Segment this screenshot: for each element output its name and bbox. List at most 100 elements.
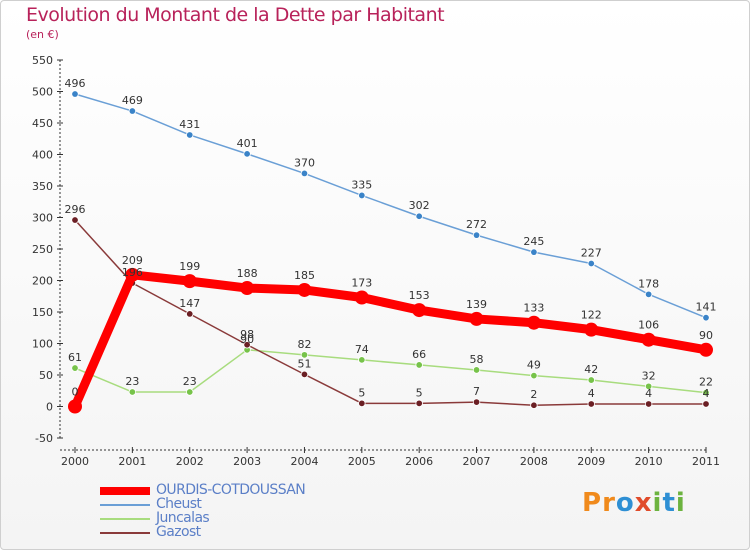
data-label-ourdis-cotdoussan: 153 bbox=[409, 289, 430, 302]
x-tick-label: 2004 bbox=[290, 455, 318, 468]
data-label-gazost: 7 bbox=[473, 385, 480, 398]
data-label-gazost: 296 bbox=[65, 203, 86, 216]
legend-label-juncalas: Juncalas bbox=[156, 510, 210, 526]
point-gazost bbox=[300, 370, 309, 379]
data-label-gazost: 2 bbox=[530, 388, 537, 401]
x-tick-label: 2010 bbox=[635, 455, 663, 468]
point-juncalas bbox=[358, 356, 366, 364]
y-tick-label: 0 bbox=[46, 401, 53, 414]
chart-subtitle: (en €) bbox=[26, 28, 59, 41]
point-cheust bbox=[300, 169, 309, 178]
point-juncalas bbox=[587, 376, 595, 384]
data-label-juncalas: 23 bbox=[183, 375, 197, 388]
point-juncalas bbox=[530, 371, 538, 380]
point-gazost bbox=[243, 341, 251, 349]
y-tick-label: 50 bbox=[39, 369, 53, 382]
point-gazost bbox=[530, 401, 538, 409]
point-juncalas bbox=[128, 388, 137, 396]
x-tick-label: 2005 bbox=[348, 455, 376, 468]
data-label-juncalas: 23 bbox=[125, 375, 139, 388]
data-label-ourdis-cotdoussan: 209 bbox=[122, 254, 143, 267]
point-cheust bbox=[587, 259, 595, 268]
point-juncalas bbox=[472, 366, 481, 374]
logo-letter: o bbox=[615, 488, 635, 518]
point-cheust bbox=[702, 313, 710, 322]
data-label-gazost: 147 bbox=[179, 297, 200, 310]
y-tick-label: -50 bbox=[35, 432, 53, 445]
data-label-juncalas: 66 bbox=[412, 348, 426, 361]
point-gazost bbox=[587, 400, 595, 408]
data-label-ourdis-cotdoussan: 173 bbox=[351, 277, 372, 290]
y-tick-label: 550 bbox=[32, 54, 53, 67]
point-ourdis-cotdoussan bbox=[412, 303, 427, 318]
data-label-gazost: 196 bbox=[122, 266, 143, 279]
point-ourdis-cotdoussan bbox=[699, 342, 713, 357]
legend-label-cheust: Cheust bbox=[156, 496, 202, 512]
point-juncalas bbox=[186, 388, 194, 396]
data-label-cheust: 245 bbox=[523, 235, 544, 248]
data-label-cheust: 431 bbox=[179, 118, 200, 131]
point-ourdis-cotdoussan bbox=[354, 290, 369, 305]
y-tick-label: 350 bbox=[32, 180, 53, 193]
data-label-cheust: 469 bbox=[122, 94, 143, 107]
legend-swatch-juncalas bbox=[100, 518, 150, 520]
point-juncalas bbox=[702, 388, 710, 397]
point-ourdis-cotdoussan bbox=[584, 322, 599, 337]
point-gazost bbox=[644, 400, 653, 408]
x-tick-label: 2007 bbox=[463, 455, 491, 468]
legend-swatch-ourdis bbox=[100, 487, 150, 495]
point-gazost bbox=[472, 398, 481, 406]
series-line-juncalas bbox=[74, 349, 707, 394]
point-juncalas bbox=[415, 361, 423, 369]
legend-label-gazost: Gazost bbox=[156, 524, 201, 540]
data-label-gazost: 4 bbox=[645, 387, 652, 400]
y-tick-label: 450 bbox=[32, 117, 53, 130]
data-label-juncalas: 49 bbox=[527, 359, 541, 372]
y-tick-label: 300 bbox=[32, 212, 53, 225]
point-gazost bbox=[358, 399, 366, 408]
logo-letter: r bbox=[602, 488, 616, 518]
legend-swatch-cheust bbox=[100, 504, 150, 506]
data-label-gazost: 4 bbox=[588, 387, 595, 400]
data-label-ourdis-cotdoussan: 106 bbox=[638, 319, 659, 332]
point-juncalas bbox=[300, 351, 309, 359]
point-cheust bbox=[644, 290, 653, 299]
y-tick-label: 250 bbox=[32, 243, 53, 256]
x-tick-label: 2002 bbox=[176, 455, 204, 468]
data-label-cheust: 227 bbox=[581, 246, 602, 259]
point-ourdis-cotdoussan bbox=[68, 399, 82, 414]
point-cheust bbox=[358, 191, 366, 200]
data-label-ourdis-cotdoussan: 0 bbox=[72, 386, 79, 399]
y-tick-label: 200 bbox=[32, 275, 53, 288]
point-ourdis-cotdoussan bbox=[182, 274, 197, 289]
logo-letter: x bbox=[634, 488, 653, 518]
logo-letter: i bbox=[675, 488, 686, 518]
data-label-cheust: 272 bbox=[466, 218, 487, 231]
logo-letter: P bbox=[582, 488, 603, 518]
data-label-ourdis-cotdoussan: 139 bbox=[466, 298, 487, 311]
point-juncalas bbox=[71, 364, 79, 372]
point-ourdis-cotdoussan bbox=[125, 267, 140, 282]
x-tick-label: 2003 bbox=[233, 455, 261, 468]
data-label-gazost: 5 bbox=[416, 386, 423, 399]
data-label-juncalas: 61 bbox=[68, 351, 82, 364]
proxiti-logo: Proxiti bbox=[582, 488, 686, 518]
legend-swatch-gazost bbox=[100, 532, 150, 534]
logo-letter: i bbox=[652, 488, 663, 518]
chart-title: Evolution du Montant de la Dette par Hab… bbox=[26, 4, 445, 26]
data-label-cheust: 141 bbox=[696, 301, 717, 314]
legend-label-ourdis: OURDIS-COTDOUSSAN bbox=[156, 482, 306, 498]
data-label-juncalas: 22 bbox=[699, 376, 713, 389]
y-tick-label: 400 bbox=[32, 149, 53, 162]
data-label-cheust: 370 bbox=[294, 156, 315, 169]
logo-letter: t bbox=[662, 488, 676, 518]
point-cheust bbox=[472, 231, 481, 239]
axes: -500501001502002503003504004505005502000… bbox=[32, 54, 720, 468]
data-label-juncalas: 42 bbox=[584, 363, 598, 376]
point-cheust bbox=[530, 248, 538, 256]
x-tick-label: 2011 bbox=[692, 455, 720, 468]
point-cheust bbox=[128, 107, 137, 115]
data-label-cheust: 401 bbox=[237, 137, 258, 150]
data-label-juncalas: 58 bbox=[470, 353, 484, 366]
